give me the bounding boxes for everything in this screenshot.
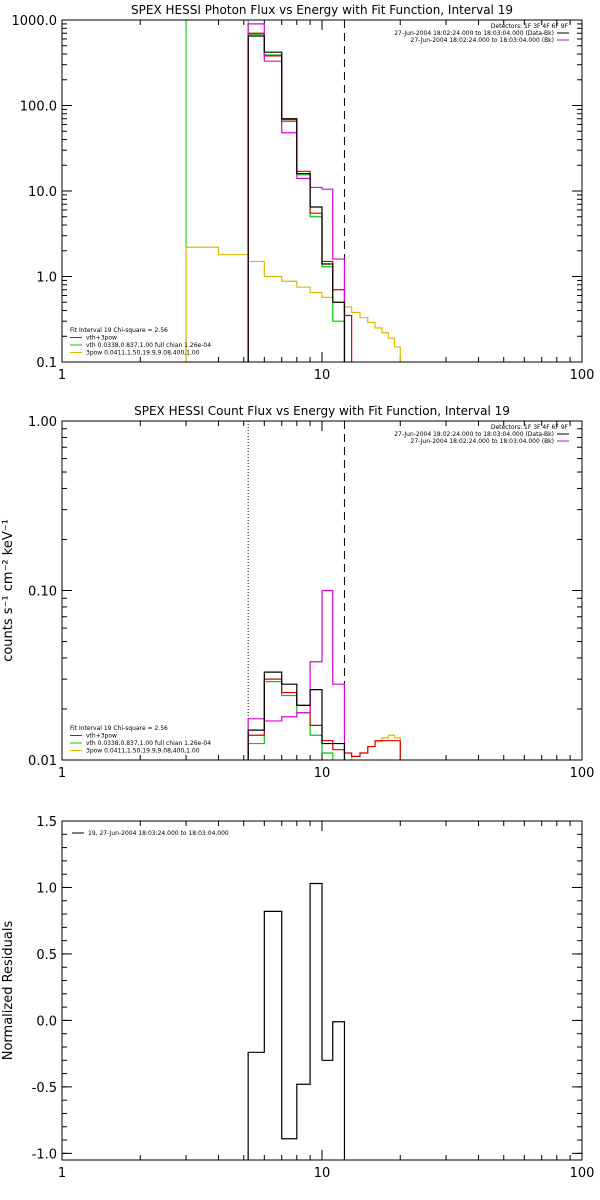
plot-frame: [61, 420, 583, 761]
series-line: [185, 246, 401, 362]
series-line: [247, 589, 346, 760]
series-group: [247, 882, 346, 1160]
y-tick-label: 100.0: [20, 100, 57, 115]
series-line: [247, 23, 346, 362]
panel-1: SPEX HESSI Photon Flux vs Energy with Fi…: [12, 3, 595, 383]
legend-fit-entry: Fit Interval 19 Chi-square = 2.56: [70, 725, 168, 732]
legend-top-entry: 27-Jun-2004 18:02:24.000 to 18:03:04.000…: [411, 438, 554, 445]
x-tick-label: 1: [58, 1166, 66, 1181]
legend-fit-entry: vth 0.0338,0.837,1.00 full chian 1.26e-0…: [86, 740, 211, 747]
legend-top-entry: 27-Jun-2004 18:02:24.000 to 18:03:04.000…: [394, 30, 554, 37]
plot-title: SPEX HESSI Photon Flux vs Energy with Fi…: [131, 3, 513, 17]
x-tick-label: 10: [314, 766, 331, 781]
legend-fit-entry: Fit Interval 19 Chi-square = 2.56: [70, 327, 168, 334]
y-tick-label: 0.1: [36, 356, 57, 371]
y-tick-label: 0.10: [28, 585, 57, 600]
y-tick-label: 1.0: [36, 881, 57, 896]
legend-fit-entry: 3pow 0.0411,1.50,19.9,9.08,400,1.00: [86, 350, 200, 357]
y-tick-label: 0.01: [28, 754, 57, 769]
y-tick-label: 1.0: [36, 271, 57, 286]
x-tick-label: 100: [570, 368, 595, 383]
series-line: [247, 33, 346, 362]
legend-top-entry: 27-Jun-2004 18:02:24.000 to 18:03:04.000…: [411, 37, 554, 44]
series-line: [343, 734, 401, 760]
x-tick-label: 1: [58, 368, 66, 383]
series-group: [247, 589, 401, 760]
series-line: [247, 671, 346, 760]
legend-top-entry: 27-Jun-2004 18:02:24.000 to 18:03:04.000…: [394, 431, 554, 438]
x-tick-label: 1: [58, 766, 66, 781]
legend-top-entry: Detectors: 1F 3F 4F 6F 9F: [491, 424, 569, 431]
panel-2: SPEX HESSI Count Flux vs Energy with Fit…: [1, 404, 594, 781]
legend-fit-entry: vth+3pow: [86, 733, 117, 740]
y-tick-label: 1.5: [36, 815, 57, 830]
series-group: [185, 23, 401, 362]
y-tick-label: 1000.0: [12, 14, 58, 29]
plot-title: SPEX HESSI Count Flux vs Energy with Fit…: [134, 404, 510, 418]
series-line: [247, 678, 401, 760]
plot-frame: [61, 820, 583, 1161]
legend-top-entry: Detectors: 1F 3F 4F 6F 9F: [491, 23, 569, 30]
legend-fit-entry: vth 0.0338,0.837,1.00 full chian 1.26e-0…: [86, 342, 211, 349]
x-tick-label: 100: [570, 766, 595, 781]
series-line: [247, 32, 353, 362]
y-tick-label: -1.0: [32, 1147, 57, 1162]
y-axis-label: counts s⁻¹ cm⁻² keV⁻¹: [1, 519, 16, 662]
x-tick-label: 100: [570, 1166, 595, 1181]
legend-fit-entry: 3pow 0.0411,1.50,19.9,9.08,400,1.00: [86, 748, 200, 755]
series-line: [247, 35, 346, 362]
y-tick-label: -0.5: [32, 1081, 57, 1096]
y-tick-label: 1.00: [28, 415, 57, 430]
y-axis-label: Normalized Residuals: [1, 921, 16, 1061]
panel-3: 1 10 100 -1.0 -0.5 0.0 0.5 1.0 1.5 Normalized Res…: [1, 815, 594, 1181]
x-tick-label: 10: [314, 1166, 331, 1181]
series-line: [247, 882, 346, 1160]
y-tick-label: 10.0: [28, 185, 57, 200]
legend-fit-entry: vth+3pow: [86, 335, 117, 342]
y-tick-label: 0.5: [36, 948, 57, 963]
x-tick-label: 10: [314, 368, 331, 383]
y-tick-label: 0.0: [36, 1014, 57, 1029]
plot-frame: [61, 19, 583, 363]
legend-entry: 19, 27-Jun-2004 18:03:24.000 to 18:03:04…: [88, 830, 229, 837]
